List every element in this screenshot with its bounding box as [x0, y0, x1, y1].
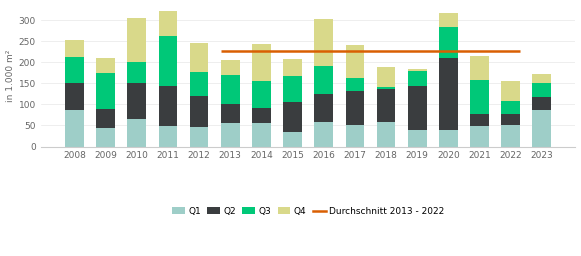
Bar — [501, 81, 520, 101]
Bar — [96, 127, 115, 146]
Bar — [127, 18, 146, 62]
Bar — [408, 71, 426, 86]
Bar — [439, 58, 458, 130]
Bar — [65, 40, 84, 57]
Bar — [252, 123, 271, 146]
Bar — [159, 86, 177, 126]
Bar — [532, 110, 551, 146]
Bar — [65, 83, 84, 110]
Bar — [376, 122, 396, 146]
Bar — [346, 45, 364, 78]
Bar — [470, 57, 489, 80]
Bar — [501, 114, 520, 125]
Bar — [408, 69, 426, 71]
Bar — [376, 87, 396, 89]
Bar — [346, 78, 364, 91]
Bar — [159, 126, 177, 146]
Bar — [314, 66, 333, 93]
Bar — [314, 19, 333, 66]
Bar — [408, 130, 426, 146]
Bar — [314, 122, 333, 146]
Bar — [376, 89, 396, 122]
Bar — [501, 101, 520, 114]
Bar — [96, 109, 115, 127]
Bar — [221, 104, 239, 123]
Bar — [346, 91, 364, 125]
Y-axis label: in 1.000 m²: in 1.000 m² — [6, 50, 15, 102]
Bar — [470, 126, 489, 146]
Bar — [346, 125, 364, 146]
Legend: Q1, Q2, Q3, Q4, Durchschnitt 2013 - 2022: Q1, Q2, Q3, Q4, Durchschnitt 2013 - 2022 — [168, 203, 448, 220]
Bar — [127, 119, 146, 146]
Bar — [127, 83, 146, 119]
Bar — [252, 108, 271, 123]
Bar — [65, 57, 84, 83]
Bar — [376, 67, 396, 87]
Bar — [190, 72, 209, 97]
Bar — [283, 59, 302, 76]
Bar — [96, 73, 115, 109]
Bar — [532, 74, 551, 83]
Bar — [439, 27, 458, 58]
Bar — [252, 81, 271, 108]
Bar — [501, 125, 520, 146]
Bar — [252, 44, 271, 81]
Bar — [127, 62, 146, 83]
Bar — [65, 110, 84, 146]
Bar — [190, 127, 209, 146]
Bar — [470, 80, 489, 114]
Bar — [439, 130, 458, 146]
Bar — [159, 36, 177, 86]
Bar — [190, 97, 209, 127]
Bar — [314, 93, 333, 122]
Bar — [221, 60, 239, 75]
Bar — [190, 44, 209, 72]
Bar — [532, 97, 551, 110]
Bar — [470, 114, 489, 126]
Bar — [221, 75, 239, 104]
Bar — [283, 102, 302, 132]
Bar — [159, 10, 177, 36]
Bar — [408, 86, 426, 130]
Bar — [283, 132, 302, 146]
Bar — [96, 58, 115, 73]
Bar — [283, 76, 302, 102]
Bar — [439, 13, 458, 27]
Bar — [221, 123, 239, 146]
Bar — [532, 83, 551, 97]
